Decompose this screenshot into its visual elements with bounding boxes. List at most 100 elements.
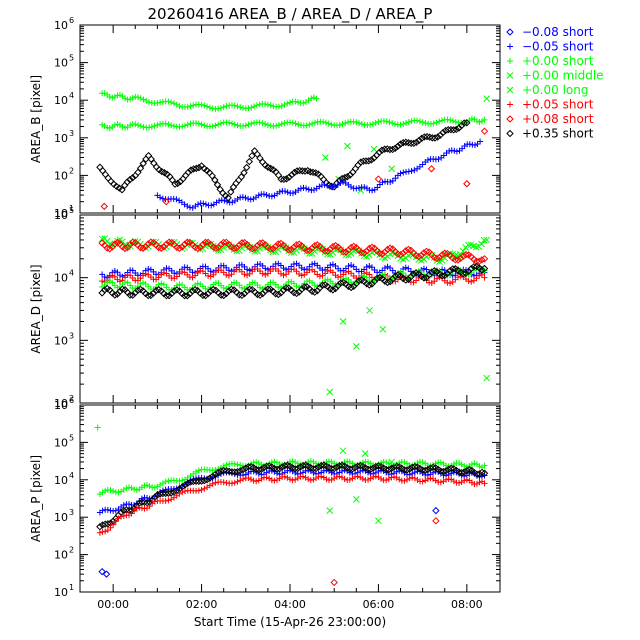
data-point: [415, 252, 423, 261]
data-point: [281, 120, 288, 127]
data-point: [432, 506, 440, 515]
data-point: [273, 470, 280, 477]
data-point: [420, 274, 428, 282]
data-point: [189, 477, 197, 486]
data-point: [104, 279, 111, 286]
data-point: [226, 119, 233, 126]
data-point: [114, 121, 121, 128]
data-point: [256, 239, 264, 248]
data-point: [293, 283, 300, 290]
data-point: [344, 142, 351, 150]
data-point: [160, 243, 168, 251]
data-point: [378, 250, 387, 258]
data-point: [419, 161, 426, 168]
data-point: [297, 185, 304, 192]
data-point: [295, 121, 302, 128]
data-point: [256, 119, 263, 126]
data-point: [480, 264, 489, 273]
data-point: [144, 151, 153, 160]
series-7: [326, 307, 491, 396]
y-tick-exponent: 4: [69, 91, 74, 100]
y-tick-label: 10: [54, 334, 68, 347]
data-point: [473, 470, 481, 478]
data-point: [198, 121, 205, 128]
legend-marker: [506, 129, 514, 138]
legend-marker: [506, 72, 514, 79]
data-point: [192, 477, 200, 485]
data-point: [171, 270, 178, 277]
data-point: [401, 459, 408, 466]
data-point: [156, 490, 164, 498]
data-point: [193, 244, 202, 253]
data-point: [313, 475, 320, 482]
data-point: [292, 469, 299, 476]
data-point: [224, 194, 232, 202]
data-point: [203, 475, 211, 484]
data-point: [463, 476, 470, 483]
data-point: [280, 272, 287, 279]
data-point: [182, 122, 188, 129]
data-point: [318, 473, 325, 480]
data-point: [231, 102, 238, 109]
data-point: [284, 474, 291, 481]
data-point: [463, 180, 471, 188]
data-point: [405, 118, 412, 125]
data-point: [344, 458, 351, 465]
data-point: [389, 120, 396, 127]
data-point: [468, 278, 475, 285]
data-point: [170, 123, 177, 130]
data-point: [370, 145, 378, 153]
data-point: [220, 104, 227, 111]
data-point: [343, 172, 352, 181]
data-point: [458, 479, 465, 486]
data-point: [189, 269, 196, 276]
data-point: [292, 289, 301, 298]
data-point: [116, 278, 123, 285]
data-point: [197, 477, 206, 485]
data-point: [282, 188, 289, 195]
data-point: [402, 264, 409, 271]
series-4: [99, 265, 488, 287]
data-point: [461, 462, 468, 469]
data-point: [182, 488, 188, 495]
data-point: [365, 459, 372, 466]
data-point: [100, 202, 109, 211]
data-point: [247, 196, 254, 203]
data-point: [115, 489, 122, 496]
data-point: [214, 468, 222, 477]
data-point: [291, 465, 299, 473]
data-point: [161, 489, 170, 498]
y-tick-label: 10: [54, 209, 68, 222]
data-point: [447, 117, 454, 124]
data-point: [256, 291, 264, 299]
data-point: [111, 291, 119, 299]
data-point: [330, 464, 338, 473]
data-point: [238, 291, 246, 300]
data-point: [233, 468, 242, 476]
legend-label: −0.08 short: [522, 25, 594, 39]
data-point: [187, 166, 195, 174]
data-point: [242, 464, 250, 472]
data-point: [254, 282, 261, 289]
data-point: [200, 200, 207, 207]
data-point: [248, 104, 255, 111]
data-point: [271, 458, 278, 465]
data-point: [296, 262, 303, 269]
series-8: [330, 517, 440, 587]
data-point: [400, 121, 407, 128]
data-point: [137, 280, 144, 287]
data-point: [170, 287, 178, 295]
data-point: [257, 284, 264, 291]
y-tick-exponent: 4: [69, 269, 74, 278]
data-point: [228, 120, 235, 127]
data-point: [300, 100, 307, 107]
data-point: [404, 476, 411, 483]
data-point: [357, 248, 366, 257]
data-point: [228, 468, 236, 476]
data-point: [190, 102, 197, 109]
data-point: [373, 274, 381, 283]
data-point: [339, 121, 346, 128]
data-point: [176, 103, 183, 110]
data-point: [110, 521, 117, 528]
data-point: [274, 290, 283, 299]
